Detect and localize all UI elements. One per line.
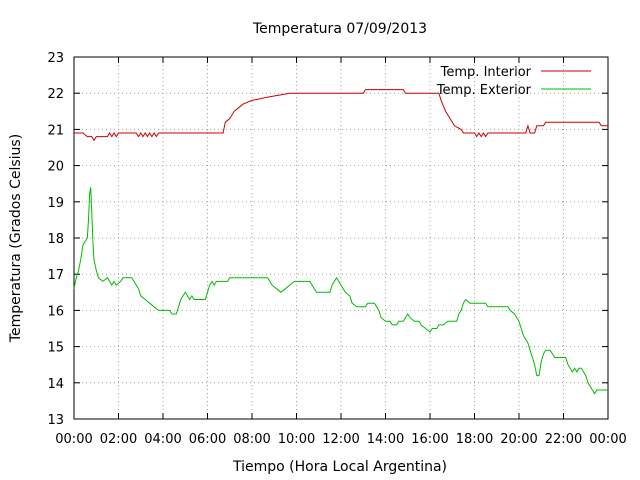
x-tick-label: 16:00: [411, 432, 448, 447]
x-tick-label: 00:00: [589, 432, 626, 447]
x-tick-label: 18:00: [456, 432, 493, 447]
y-tick-label: 17: [47, 268, 64, 283]
y-tick-label: 14: [47, 377, 64, 392]
series-line-interior: [74, 89, 608, 142]
x-tick-label: 10:00: [278, 432, 315, 447]
y-tick-label: 23: [47, 51, 64, 66]
y-tick-label: 15: [47, 341, 64, 356]
axis-ticks: 00:00 02:00 04:00 06:00 08:00 10:00 12:00 14:00…: [47, 51, 626, 447]
legend-label: Temp. Exterior: [436, 83, 532, 98]
legend-label: Temp. Interior: [440, 65, 532, 80]
x-tick-label: 04:00: [144, 432, 181, 447]
x-tick-label: 22:00: [545, 432, 582, 447]
legend: Temp. Interior Temp. Exterior: [436, 65, 591, 98]
series-lines: [73, 89, 608, 395]
y-tick-label: 22: [47, 87, 64, 102]
x-tick-label: 08:00: [233, 432, 270, 447]
y-tick-label: 13: [47, 413, 64, 428]
x-tick-label: 14:00: [367, 432, 404, 447]
x-axis-label: Tiempo (Hora Local Argentina): [232, 459, 447, 475]
y-tick-label: 21: [47, 123, 64, 138]
y-tick-label: 16: [47, 304, 64, 319]
chart-title: Temperatura 07/09/2013: [252, 21, 427, 37]
x-tick-label: 00:00: [55, 432, 92, 447]
y-axis-label: Temperatura (Grados Celsius): [8, 134, 24, 343]
grid-lines: [74, 57, 608, 419]
y-tick-label: 19: [47, 196, 64, 211]
x-tick-label: 02:00: [100, 432, 137, 447]
x-tick-label: 20:00: [500, 432, 537, 447]
y-tick-label: 18: [47, 232, 64, 247]
x-tick-label: 12:00: [322, 432, 359, 447]
series-line-exterior: [73, 187, 608, 395]
y-tick-label: 20: [47, 160, 64, 175]
x-tick-label: 06:00: [189, 432, 226, 447]
